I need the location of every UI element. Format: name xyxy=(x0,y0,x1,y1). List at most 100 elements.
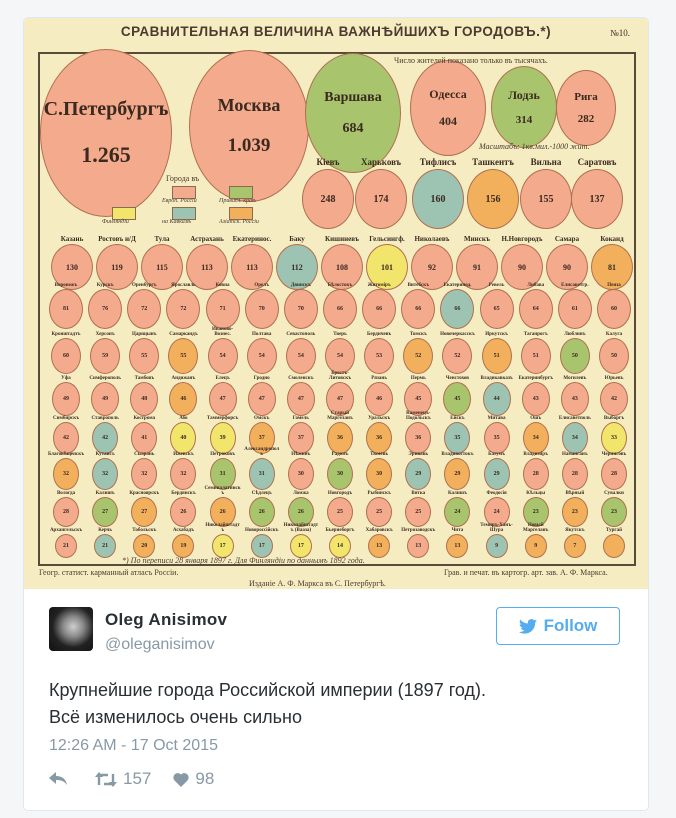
city-name: Ижевскъ xyxy=(173,452,194,457)
legend-swatch xyxy=(112,207,136,220)
legend-label: Финляндіи xyxy=(102,219,129,225)
map-footer-right: Грав. и печат. въ картогр. арт. зав. А. … xyxy=(444,568,608,577)
city-population: 72 xyxy=(141,306,148,312)
city-population: 101 xyxy=(381,262,393,272)
tweet-timestamp[interactable]: 12:26 AM - 17 Oct 2015 xyxy=(49,737,218,754)
city-name: Ченстохов xyxy=(445,376,469,381)
city-population: 42 xyxy=(611,396,617,402)
retweet-count: 157 xyxy=(123,769,152,788)
tweet-image-city-size-chart[interactable]: СРАВНИТЕЛЬНАЯ ВЕЛИЧИНА ВАЖНѢЙШИХЪ ГОРОДО… xyxy=(24,18,648,589)
city-population: 35 xyxy=(454,435,461,441)
like-count: 98 xyxy=(195,769,215,788)
heart-icon xyxy=(173,772,190,787)
city-name: Бѣлостокъ xyxy=(327,283,353,288)
map-frame xyxy=(38,52,636,566)
city-circle: 17 xyxy=(289,534,312,558)
city-population: 51 xyxy=(532,353,539,359)
city-population: 64 xyxy=(532,306,539,312)
city-population: 26 xyxy=(297,509,304,515)
reply-button[interactable] xyxy=(49,772,73,786)
city-population: 155 xyxy=(538,193,554,205)
city-circle: 25 xyxy=(366,497,393,527)
city-circle: 27 xyxy=(92,497,119,527)
city-name: Кострома xyxy=(133,416,156,421)
city-population: 41 xyxy=(141,435,148,441)
city-name: Самаркандъ xyxy=(169,332,198,337)
city-circle: 66 xyxy=(440,289,475,329)
city-population: 66 xyxy=(454,306,461,312)
city-circle: 155 xyxy=(520,169,572,229)
city-population: 30 xyxy=(337,471,343,477)
city-population: 49 xyxy=(63,396,69,402)
city-name: Симферополь xyxy=(89,376,121,381)
map-title: СРАВНИТЕЛЬНАЯ ВЕЛИЧИНА ВАЖНѢЙШИХЪ ГОРОДО… xyxy=(120,24,552,39)
city-circle: 23 xyxy=(522,497,549,527)
city-population: 55 xyxy=(141,353,148,359)
city-population: 113 xyxy=(246,262,258,272)
city-name: Таганрогъ xyxy=(523,332,548,337)
city-population: 51 xyxy=(493,353,500,359)
retweet-icon xyxy=(95,771,117,787)
city-population: 9 xyxy=(495,543,499,549)
city-circle: 55 xyxy=(129,338,160,374)
city-population: 76 xyxy=(102,306,109,312)
legend-label: Привисл. краѣ xyxy=(219,198,257,204)
city-name: Харьковъ xyxy=(361,157,401,167)
city-population: 23 xyxy=(611,509,617,515)
city-name: Уральскъ xyxy=(368,416,391,421)
city-name: Новочеркасскъ xyxy=(440,332,475,337)
city-name: Симбирскъ xyxy=(52,416,80,421)
city-name: Иркутскъ xyxy=(485,332,508,337)
city-name: Омскъ xyxy=(254,416,270,421)
avatar[interactable] xyxy=(49,607,93,651)
city-population: 81 xyxy=(63,306,69,312)
follow-button[interactable]: Follow xyxy=(496,607,620,645)
city-name: Лодзь xyxy=(508,88,540,103)
city-population: 47 xyxy=(337,396,343,402)
city-population: 34 xyxy=(571,435,578,441)
city-circle: 71 xyxy=(205,289,240,329)
city-population: 25 xyxy=(337,509,343,515)
city-name: Рига xyxy=(574,91,598,104)
like-button[interactable]: 98 xyxy=(173,769,214,789)
city-circle: С.Петербургъ 1.265 xyxy=(40,49,172,217)
city-name: Петроковъ xyxy=(210,452,235,457)
city-population: 60 xyxy=(611,306,617,312)
author-name[interactable]: Oleg Anisimov xyxy=(105,610,228,629)
city-name: Керчь xyxy=(98,528,113,533)
city-name: Кіевъ xyxy=(316,157,340,167)
city-circle: 70 xyxy=(283,289,318,329)
city-population: 54 xyxy=(258,353,265,359)
city-population: 36 xyxy=(376,435,383,441)
city-population: 43 xyxy=(571,396,578,402)
city-circle: 248 xyxy=(302,169,354,229)
city-name: Калишъ xyxy=(95,491,115,496)
map-scale: Масштабъ: 1кв.мил.-1000 жит. xyxy=(479,142,590,151)
city-population: 92 xyxy=(428,262,436,272)
city-name: Варшава xyxy=(324,89,382,105)
city-name: Калуга xyxy=(605,332,623,337)
city-population: 160 xyxy=(430,193,446,205)
city-population: 27 xyxy=(102,509,109,515)
legend-label: на Кавказѣ xyxy=(162,219,192,225)
city-circle: Москва 1.039 xyxy=(189,50,309,202)
city-name: Каменецъ-Подольскъ xyxy=(405,411,431,421)
city-name: Наманганъ xyxy=(561,452,588,457)
city-name: Черниговъ xyxy=(601,452,627,457)
city-population: 66 xyxy=(415,306,422,312)
retweet-button[interactable]: 157 xyxy=(95,769,151,789)
city-circle: 26 xyxy=(170,497,197,527)
city-name: Тобольскъ xyxy=(132,528,157,533)
city-name: Владикавказъ xyxy=(480,376,513,381)
city-name: Архангельскъ xyxy=(49,528,83,533)
city-circle xyxy=(603,534,625,558)
city-name: Бьернеборгъ xyxy=(325,528,355,533)
city-name: Полтава xyxy=(252,332,272,337)
city-population: 115 xyxy=(156,262,168,272)
author-handle[interactable]: @oleganisimov xyxy=(105,636,215,653)
map-footnote: *) По переписи 28 января 1897 г. Для Фин… xyxy=(122,556,365,565)
city-population: 90 xyxy=(563,262,571,272)
city-population: 52 xyxy=(454,353,461,359)
city-circle: 54 xyxy=(207,338,238,374)
city-population: 25 xyxy=(415,509,422,515)
